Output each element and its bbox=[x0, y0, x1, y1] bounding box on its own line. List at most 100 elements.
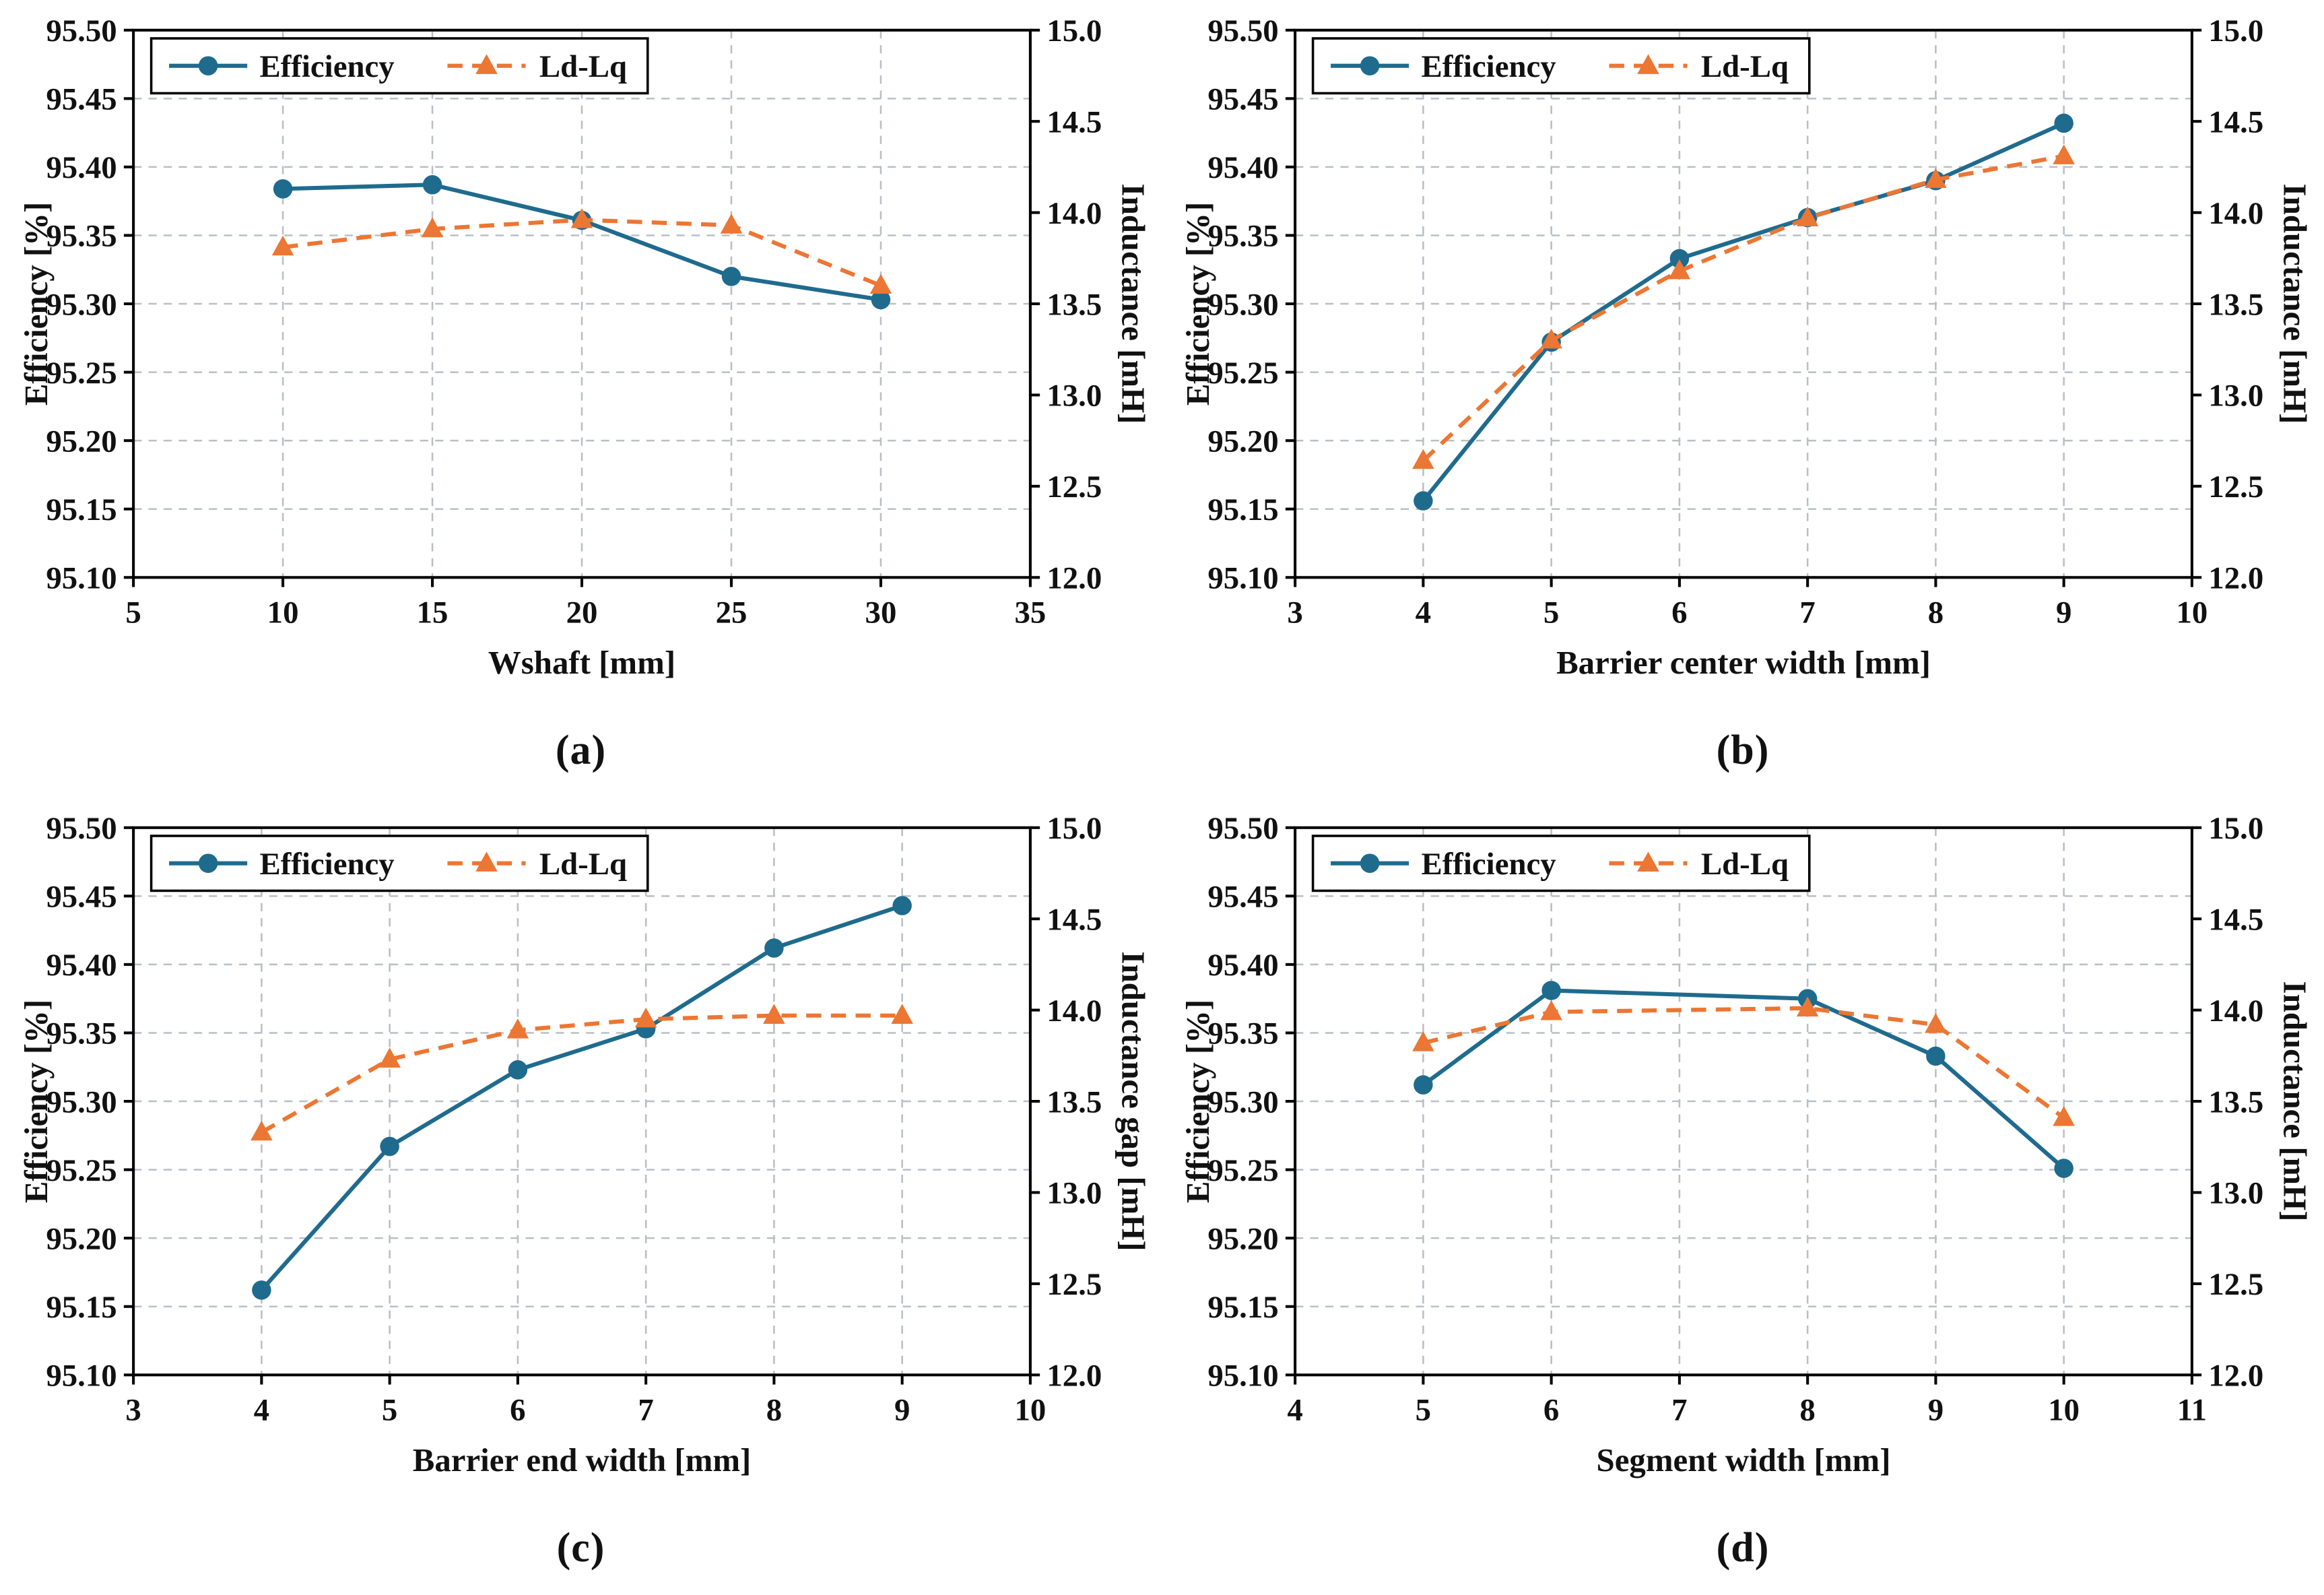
svg-text:12.5: 12.5 bbox=[1047, 1267, 1102, 1302]
svg-text:95.45: 95.45 bbox=[46, 82, 117, 117]
svg-text:95.25: 95.25 bbox=[46, 1153, 117, 1188]
chart-c-canvas: 3 4 5 6 7 8 9 10 95.10 95.15 95.20 95.25 95.30 95.35 9… bbox=[17, 811, 1146, 1478]
chart-a-canvas: 5 10 15 20 25 30 35 95.10 95.15 95.20 95.25 95.30 95… bbox=[17, 13, 1147, 681]
svg-text:10: 10 bbox=[267, 595, 298, 630]
svg-text:Ld-Lq: Ld-Lq bbox=[1701, 847, 1789, 882]
svg-text:Efficiency: Efficiency bbox=[1421, 49, 1556, 84]
svg-text:12.0: 12.0 bbox=[1047, 561, 1102, 596]
svg-text:6: 6 bbox=[1671, 595, 1687, 630]
svg-text:95.50: 95.50 bbox=[46, 811, 117, 846]
svg-text:95.20: 95.20 bbox=[46, 424, 117, 459]
svg-text:95.10: 95.10 bbox=[1207, 561, 1278, 596]
svg-text:95.35: 95.35 bbox=[46, 219, 117, 254]
svg-text:4: 4 bbox=[1416, 595, 1431, 630]
svg-text:Efficiency: Efficiency bbox=[1421, 847, 1556, 882]
svg-text:95.15: 95.15 bbox=[1207, 1290, 1278, 1325]
svg-text:13.5: 13.5 bbox=[1047, 1084, 1102, 1119]
svg-text:35: 35 bbox=[1014, 595, 1046, 630]
chart-c-caption: (c) bbox=[556, 1525, 605, 1571]
svg-text:20: 20 bbox=[566, 595, 597, 630]
svg-text:95.15: 95.15 bbox=[46, 492, 117, 527]
svg-text:12.0: 12.0 bbox=[2208, 561, 2263, 596]
svg-text:10: 10 bbox=[1014, 1392, 1046, 1427]
svg-text:10: 10 bbox=[2048, 1392, 2080, 1427]
svg-text:6: 6 bbox=[510, 1392, 525, 1427]
svg-text:95.30: 95.30 bbox=[46, 287, 117, 322]
svg-text:Inductance [mH]: Inductance [mH] bbox=[2276, 184, 2309, 424]
svg-text:13.0: 13.0 bbox=[1047, 379, 1102, 414]
svg-text:8: 8 bbox=[1928, 595, 1944, 630]
chart-b: 3 4 5 6 7 8 9 10 95.10 95.15 95.20 95.25 95.30 95.35 9… bbox=[1162, 0, 2324, 798]
svg-text:12.0: 12.0 bbox=[1047, 1359, 1102, 1394]
chart-d-canvas: 4 5 6 7 8 9 10 11 95.10 95.15 95.20 95.25 95.30 95.35… bbox=[1179, 811, 2309, 1478]
svg-text:15.0: 15.0 bbox=[1047, 13, 1102, 48]
svg-text:Ld-Lq: Ld-Lq bbox=[539, 847, 626, 882]
svg-text:Wshaft [mm]: Wshaft [mm] bbox=[488, 644, 675, 681]
svg-text:Barrier end width [mm]: Barrier end width [mm] bbox=[412, 1441, 751, 1478]
svg-text:Inductance [mH]: Inductance [mH] bbox=[1115, 184, 1147, 424]
svg-text:Efficiency [%]: Efficiency [%] bbox=[17, 1000, 54, 1204]
svg-text:8: 8 bbox=[766, 1392, 781, 1427]
svg-text:30: 30 bbox=[865, 595, 896, 630]
svg-text:9: 9 bbox=[894, 1392, 909, 1427]
svg-text:95.20: 95.20 bbox=[1207, 1221, 1278, 1256]
svg-text:25: 25 bbox=[715, 595, 747, 630]
svg-text:15: 15 bbox=[416, 595, 448, 630]
svg-text:95.30: 95.30 bbox=[1207, 287, 1278, 322]
svg-text:5: 5 bbox=[125, 595, 141, 630]
svg-text:Efficiency [%]: Efficiency [%] bbox=[1179, 202, 1216, 406]
svg-text:3: 3 bbox=[125, 1392, 141, 1427]
svg-text:6: 6 bbox=[1543, 1392, 1559, 1427]
svg-text:95.30: 95.30 bbox=[1207, 1084, 1278, 1119]
svg-text:95.35: 95.35 bbox=[1207, 219, 1278, 254]
svg-text:13.5: 13.5 bbox=[1047, 287, 1102, 322]
svg-text:5: 5 bbox=[1543, 595, 1559, 630]
svg-text:95.50: 95.50 bbox=[1207, 13, 1278, 48]
svg-text:95.25: 95.25 bbox=[1207, 1153, 1278, 1188]
chart-d-caption: (d) bbox=[1716, 1525, 1770, 1571]
svg-text:95.15: 95.15 bbox=[1207, 492, 1278, 527]
svg-text:7: 7 bbox=[638, 1392, 653, 1427]
svg-text:10: 10 bbox=[2176, 595, 2207, 630]
svg-text:13.0: 13.0 bbox=[2208, 379, 2263, 414]
svg-text:Ld-Lq: Ld-Lq bbox=[539, 49, 626, 84]
svg-text:12.5: 12.5 bbox=[2208, 1267, 2263, 1302]
svg-text:14.0: 14.0 bbox=[2208, 196, 2263, 231]
svg-text:3: 3 bbox=[1287, 595, 1302, 630]
svg-text:95.30: 95.30 bbox=[46, 1084, 117, 1119]
svg-text:95.25: 95.25 bbox=[1207, 356, 1278, 391]
svg-text:7: 7 bbox=[1799, 595, 1815, 630]
svg-text:12.0: 12.0 bbox=[2208, 1359, 2263, 1394]
svg-text:4: 4 bbox=[253, 1392, 269, 1427]
svg-text:14.5: 14.5 bbox=[2208, 902, 2263, 937]
chart-b-canvas: 3 4 5 6 7 8 9 10 95.10 95.15 95.20 95.25 95.30 95.35 9… bbox=[1179, 13, 2309, 681]
svg-text:95.40: 95.40 bbox=[46, 948, 117, 983]
svg-text:95.15: 95.15 bbox=[46, 1290, 117, 1325]
svg-text:15.0: 15.0 bbox=[1047, 811, 1102, 846]
svg-text:9: 9 bbox=[1928, 1392, 1944, 1427]
svg-text:95.45: 95.45 bbox=[1207, 82, 1278, 117]
svg-text:95.35: 95.35 bbox=[46, 1016, 117, 1051]
svg-text:14.0: 14.0 bbox=[1047, 994, 1102, 1029]
chart-a: 5 10 15 20 25 30 35 95.10 95.15 95.20 95.25 95.30 95… bbox=[0, 0, 1162, 798]
svg-text:14.5: 14.5 bbox=[2208, 104, 2263, 139]
svg-text:95.10: 95.10 bbox=[1207, 1359, 1278, 1394]
svg-text:95.40: 95.40 bbox=[46, 150, 117, 185]
svg-text:Efficiency [%]: Efficiency [%] bbox=[17, 202, 54, 406]
svg-text:95.50: 95.50 bbox=[1207, 811, 1278, 846]
svg-text:95.20: 95.20 bbox=[1207, 424, 1278, 459]
svg-text:Barrier center width [mm]: Barrier center width [mm] bbox=[1556, 644, 1931, 681]
svg-text:95.35: 95.35 bbox=[1207, 1016, 1278, 1051]
chart-a-caption: (a) bbox=[555, 727, 607, 773]
chart-c: 3 4 5 6 7 8 9 10 95.10 95.15 95.20 95.25 95.30 95.35 9… bbox=[0, 798, 1162, 1595]
svg-text:11: 11 bbox=[2177, 1392, 2207, 1427]
svg-text:14.5: 14.5 bbox=[1047, 104, 1102, 139]
svg-text:95.45: 95.45 bbox=[46, 880, 117, 915]
svg-text:12.5: 12.5 bbox=[2208, 469, 2263, 504]
svg-text:95.40: 95.40 bbox=[1207, 948, 1278, 983]
svg-text:5: 5 bbox=[381, 1392, 397, 1427]
svg-text:15.0: 15.0 bbox=[2208, 13, 2263, 48]
svg-text:9: 9 bbox=[2056, 595, 2071, 630]
svg-text:Inductance [mH]: Inductance [mH] bbox=[2276, 981, 2309, 1222]
